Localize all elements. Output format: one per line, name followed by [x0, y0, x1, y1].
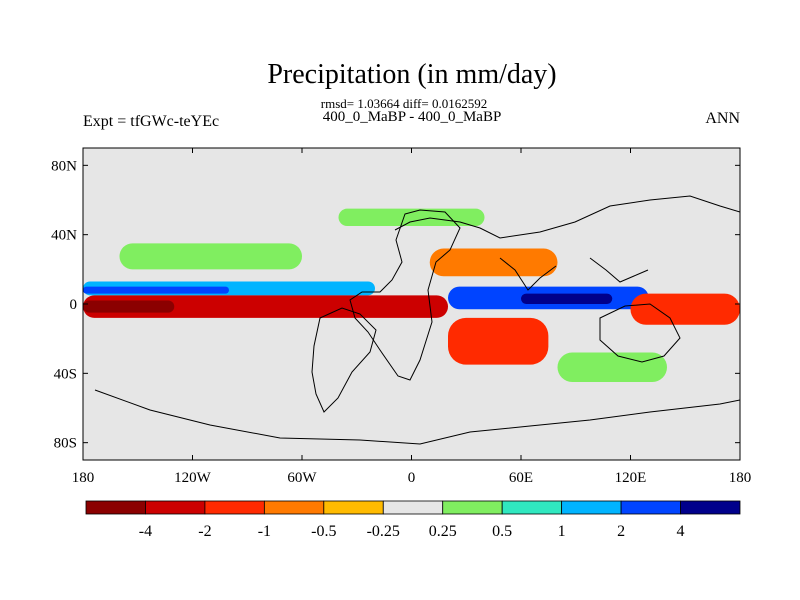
anomaly-region-north-pacific-equatorial-core [83, 286, 229, 294]
colorbar-label: 4 [677, 523, 685, 540]
colorbar-swatch [501, 500, 563, 515]
x-tick-label: 180 [72, 470, 95, 486]
colorbar-label: 0.5 [492, 523, 512, 540]
anomaly-region-south-indian-green [557, 352, 667, 382]
colorbar-label: 0.25 [429, 523, 457, 540]
colorbar-swatch [442, 500, 503, 515]
y-axis: 80N 40N 0 40S 80S [51, 158, 740, 452]
colorbar-swatch [680, 500, 741, 515]
anomaly-region-northern-midlatitude-dry [429, 248, 558, 277]
left-label: Expt = tfGWc-teYEc [83, 113, 219, 130]
coastline-se-asia [589, 257, 649, 283]
chart-subtitle: 400_0_MaBP - 400_0_MaBP [323, 109, 502, 125]
colorbar-swatch [263, 500, 325, 515]
anomaly-region-high-north-green [338, 208, 485, 226]
coastline-antarctica [94, 389, 740, 445]
y-tick-label: 0 [70, 297, 78, 313]
x-tick-label: 120E [615, 470, 647, 486]
colorbar-swatch [145, 500, 206, 515]
colorbar-label: 2 [617, 523, 625, 540]
coastline-south-america [311, 307, 377, 413]
colorbar-label: -4 [139, 523, 152, 540]
y-tick-label: 40N [51, 228, 77, 244]
anomaly-layer [83, 208, 740, 382]
y-tick-label: 40S [54, 366, 77, 382]
colorbar-swatch [323, 500, 384, 515]
y-tick-label: 80N [51, 158, 77, 174]
coastline-africa [349, 209, 461, 381]
x-axis: 180 120W 60W 0 60E 120E 180 [72, 148, 752, 486]
x-tick-label: 180 [729, 470, 752, 486]
colorbar-swatch [561, 500, 622, 515]
colorbar-swatch [204, 500, 265, 515]
anomaly-region-north-atlantic-green [119, 243, 302, 270]
x-tick-label: 60W [287, 470, 317, 486]
colorbar: -4 -2 -1 -0.5 -0.25 0.25 0.5 1 2 4 [85, 500, 741, 540]
colorbar-label: -1 [258, 523, 271, 540]
anomaly-region-central-equatorial-dry [83, 295, 448, 318]
chart-title: Precipitation (in mm/day) [267, 59, 556, 90]
x-tick-label: 0 [408, 470, 416, 486]
coastline-india [499, 257, 557, 291]
anomaly-region-indian-ocean-wet-core [521, 293, 613, 304]
anomaly-region-southern-subtropic-dry [448, 317, 549, 365]
y-tick-label: 80S [54, 436, 77, 452]
colorbar-label: -2 [198, 523, 211, 540]
colorbar-swatch [382, 500, 444, 515]
anomaly-region-western-pacific-dry [630, 293, 740, 325]
plot-area [83, 148, 740, 460]
coastline-australia [599, 303, 681, 363]
colorbar-label: 1 [558, 523, 566, 540]
coastline-eurasia [394, 195, 740, 239]
colorbar-swatch [85, 500, 146, 515]
colorbar-label: -0.25 [367, 523, 400, 540]
right-label: ANN [705, 110, 740, 127]
anomaly-region-west-equatorial-dry-core [83, 300, 175, 313]
colorbar-label: -0.5 [311, 523, 336, 540]
coastline-layer [94, 195, 740, 445]
x-tick-label: 120W [174, 470, 212, 486]
colorbar-swatch [620, 500, 681, 515]
stats-line: rmsd= 1.03664 diff= 0.0162592 [321, 96, 487, 111]
x-tick-label: 60E [509, 470, 533, 486]
